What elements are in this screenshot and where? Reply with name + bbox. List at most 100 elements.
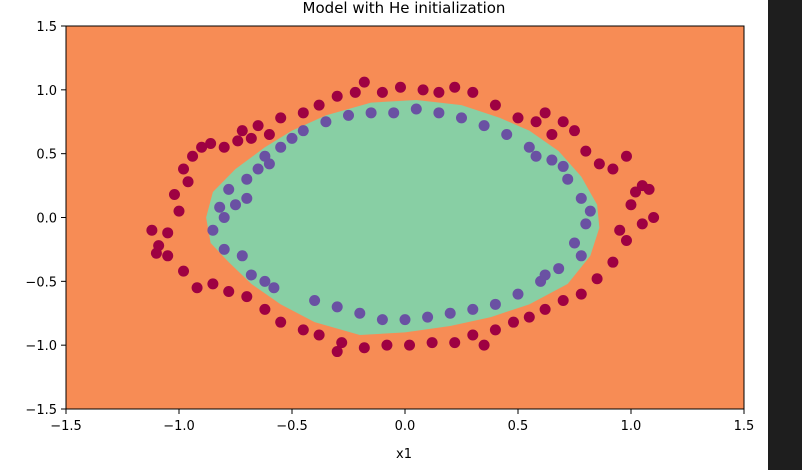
data-point-inner xyxy=(399,314,411,326)
data-point-inner xyxy=(331,301,343,313)
data-point-inner xyxy=(433,107,445,119)
data-point-inner xyxy=(456,112,467,124)
data-point-inner xyxy=(207,224,219,236)
data-point-outer xyxy=(178,163,190,175)
data-point-inner xyxy=(268,282,280,294)
data-point-inner xyxy=(467,303,479,315)
data-point-outer xyxy=(449,81,461,93)
data-point-outer xyxy=(259,303,271,315)
data-point-inner xyxy=(309,294,321,306)
side-panel xyxy=(768,0,802,470)
data-point-outer xyxy=(162,227,174,239)
data-point-inner xyxy=(584,205,596,217)
data-point-inner xyxy=(489,298,501,310)
data-point-outer xyxy=(507,316,519,328)
data-point-inner xyxy=(365,107,377,119)
data-point-outer xyxy=(196,141,208,153)
x-tick-label: −1.0 xyxy=(163,419,195,434)
data-point-inner xyxy=(539,269,551,281)
data-point-inner xyxy=(354,307,366,319)
data-point-inner xyxy=(575,192,587,204)
data-point-inner xyxy=(223,183,235,195)
data-point-inner xyxy=(557,160,569,172)
data-point-inner xyxy=(218,212,230,223)
data-point-outer xyxy=(636,218,648,230)
data-point-inner xyxy=(523,141,535,153)
data-point-outer xyxy=(275,316,287,328)
data-point-outer xyxy=(241,291,253,303)
data-point-outer xyxy=(557,116,569,128)
data-point-inner xyxy=(376,314,388,326)
data-point-outer xyxy=(218,141,230,153)
data-point-inner xyxy=(245,269,257,281)
data-point-inner xyxy=(275,141,287,153)
x-axis: −1.5 −1.0 −0.5 0.0 0.5 1.0 1.5 xyxy=(50,409,754,434)
data-point-inner xyxy=(297,125,309,137)
data-point-outer xyxy=(467,329,479,341)
y-tick-label: −1.5 xyxy=(25,403,57,418)
data-point-outer xyxy=(557,294,569,306)
data-point-outer xyxy=(478,339,490,351)
data-point-inner xyxy=(562,173,574,185)
data-point-outer xyxy=(187,150,199,162)
data-point-outer xyxy=(336,337,348,349)
data-point-inner xyxy=(218,243,230,255)
data-point-inner xyxy=(241,192,253,204)
data-point-outer xyxy=(404,339,416,351)
x-axis-label: x1 xyxy=(396,447,412,462)
data-point-inner xyxy=(259,150,271,162)
data-point-outer xyxy=(232,135,244,147)
data-point-inner xyxy=(252,163,264,175)
data-point-inner xyxy=(343,109,354,121)
data-point-inner xyxy=(286,132,298,144)
data-point-inner xyxy=(580,218,592,230)
data-point-outer xyxy=(297,107,309,119)
y-tick-label: 1.5 xyxy=(36,20,57,35)
data-point-outer xyxy=(539,303,551,315)
data-point-outer xyxy=(191,282,203,294)
data-point-inner xyxy=(388,107,400,119)
x-tick-label: −1.5 xyxy=(50,419,82,434)
plot-area xyxy=(65,25,745,410)
data-point-inner xyxy=(230,199,241,211)
data-point-outer xyxy=(168,189,180,201)
data-point-outer xyxy=(614,224,626,236)
x-tick-label: −0.5 xyxy=(276,419,308,434)
data-point-inner xyxy=(569,237,580,249)
data-point-outer xyxy=(625,199,637,211)
x-tick-label: 0.5 xyxy=(508,419,529,434)
data-point-outer xyxy=(569,125,580,137)
data-point-outer xyxy=(489,324,501,336)
y-tick-label: 1.0 xyxy=(36,84,57,99)
data-point-inner xyxy=(320,116,332,128)
data-point-outer xyxy=(512,112,524,124)
data-point-inner xyxy=(422,311,434,323)
data-point-inner xyxy=(501,129,513,141)
data-point-outer xyxy=(358,342,370,354)
data-point-outer xyxy=(178,265,190,277)
data-point-outer xyxy=(263,129,275,141)
data-point-outer xyxy=(449,337,461,349)
x-tick-label: 0.0 xyxy=(395,419,416,434)
data-point-outer xyxy=(313,99,325,111)
data-point-outer xyxy=(575,288,587,300)
data-point-outer xyxy=(607,256,619,268)
data-point-outer xyxy=(620,150,632,162)
data-point-inner xyxy=(259,275,271,287)
data-point-outer xyxy=(245,132,257,144)
data-point-outer xyxy=(607,163,619,175)
data-point-outer xyxy=(331,90,343,102)
data-point-outer xyxy=(546,129,558,141)
data-point-outer xyxy=(530,116,542,128)
y-tick-label: 0.0 xyxy=(36,212,57,227)
data-point-outer xyxy=(331,346,343,358)
data-point-inner xyxy=(512,288,524,300)
data-point-outer xyxy=(173,205,185,217)
data-point-outer xyxy=(593,158,605,170)
data-point-outer xyxy=(591,273,603,285)
data-point-outer xyxy=(236,125,248,137)
data-point-outer xyxy=(648,212,660,223)
data-point-outer xyxy=(297,324,309,336)
data-point-outer xyxy=(252,120,264,132)
